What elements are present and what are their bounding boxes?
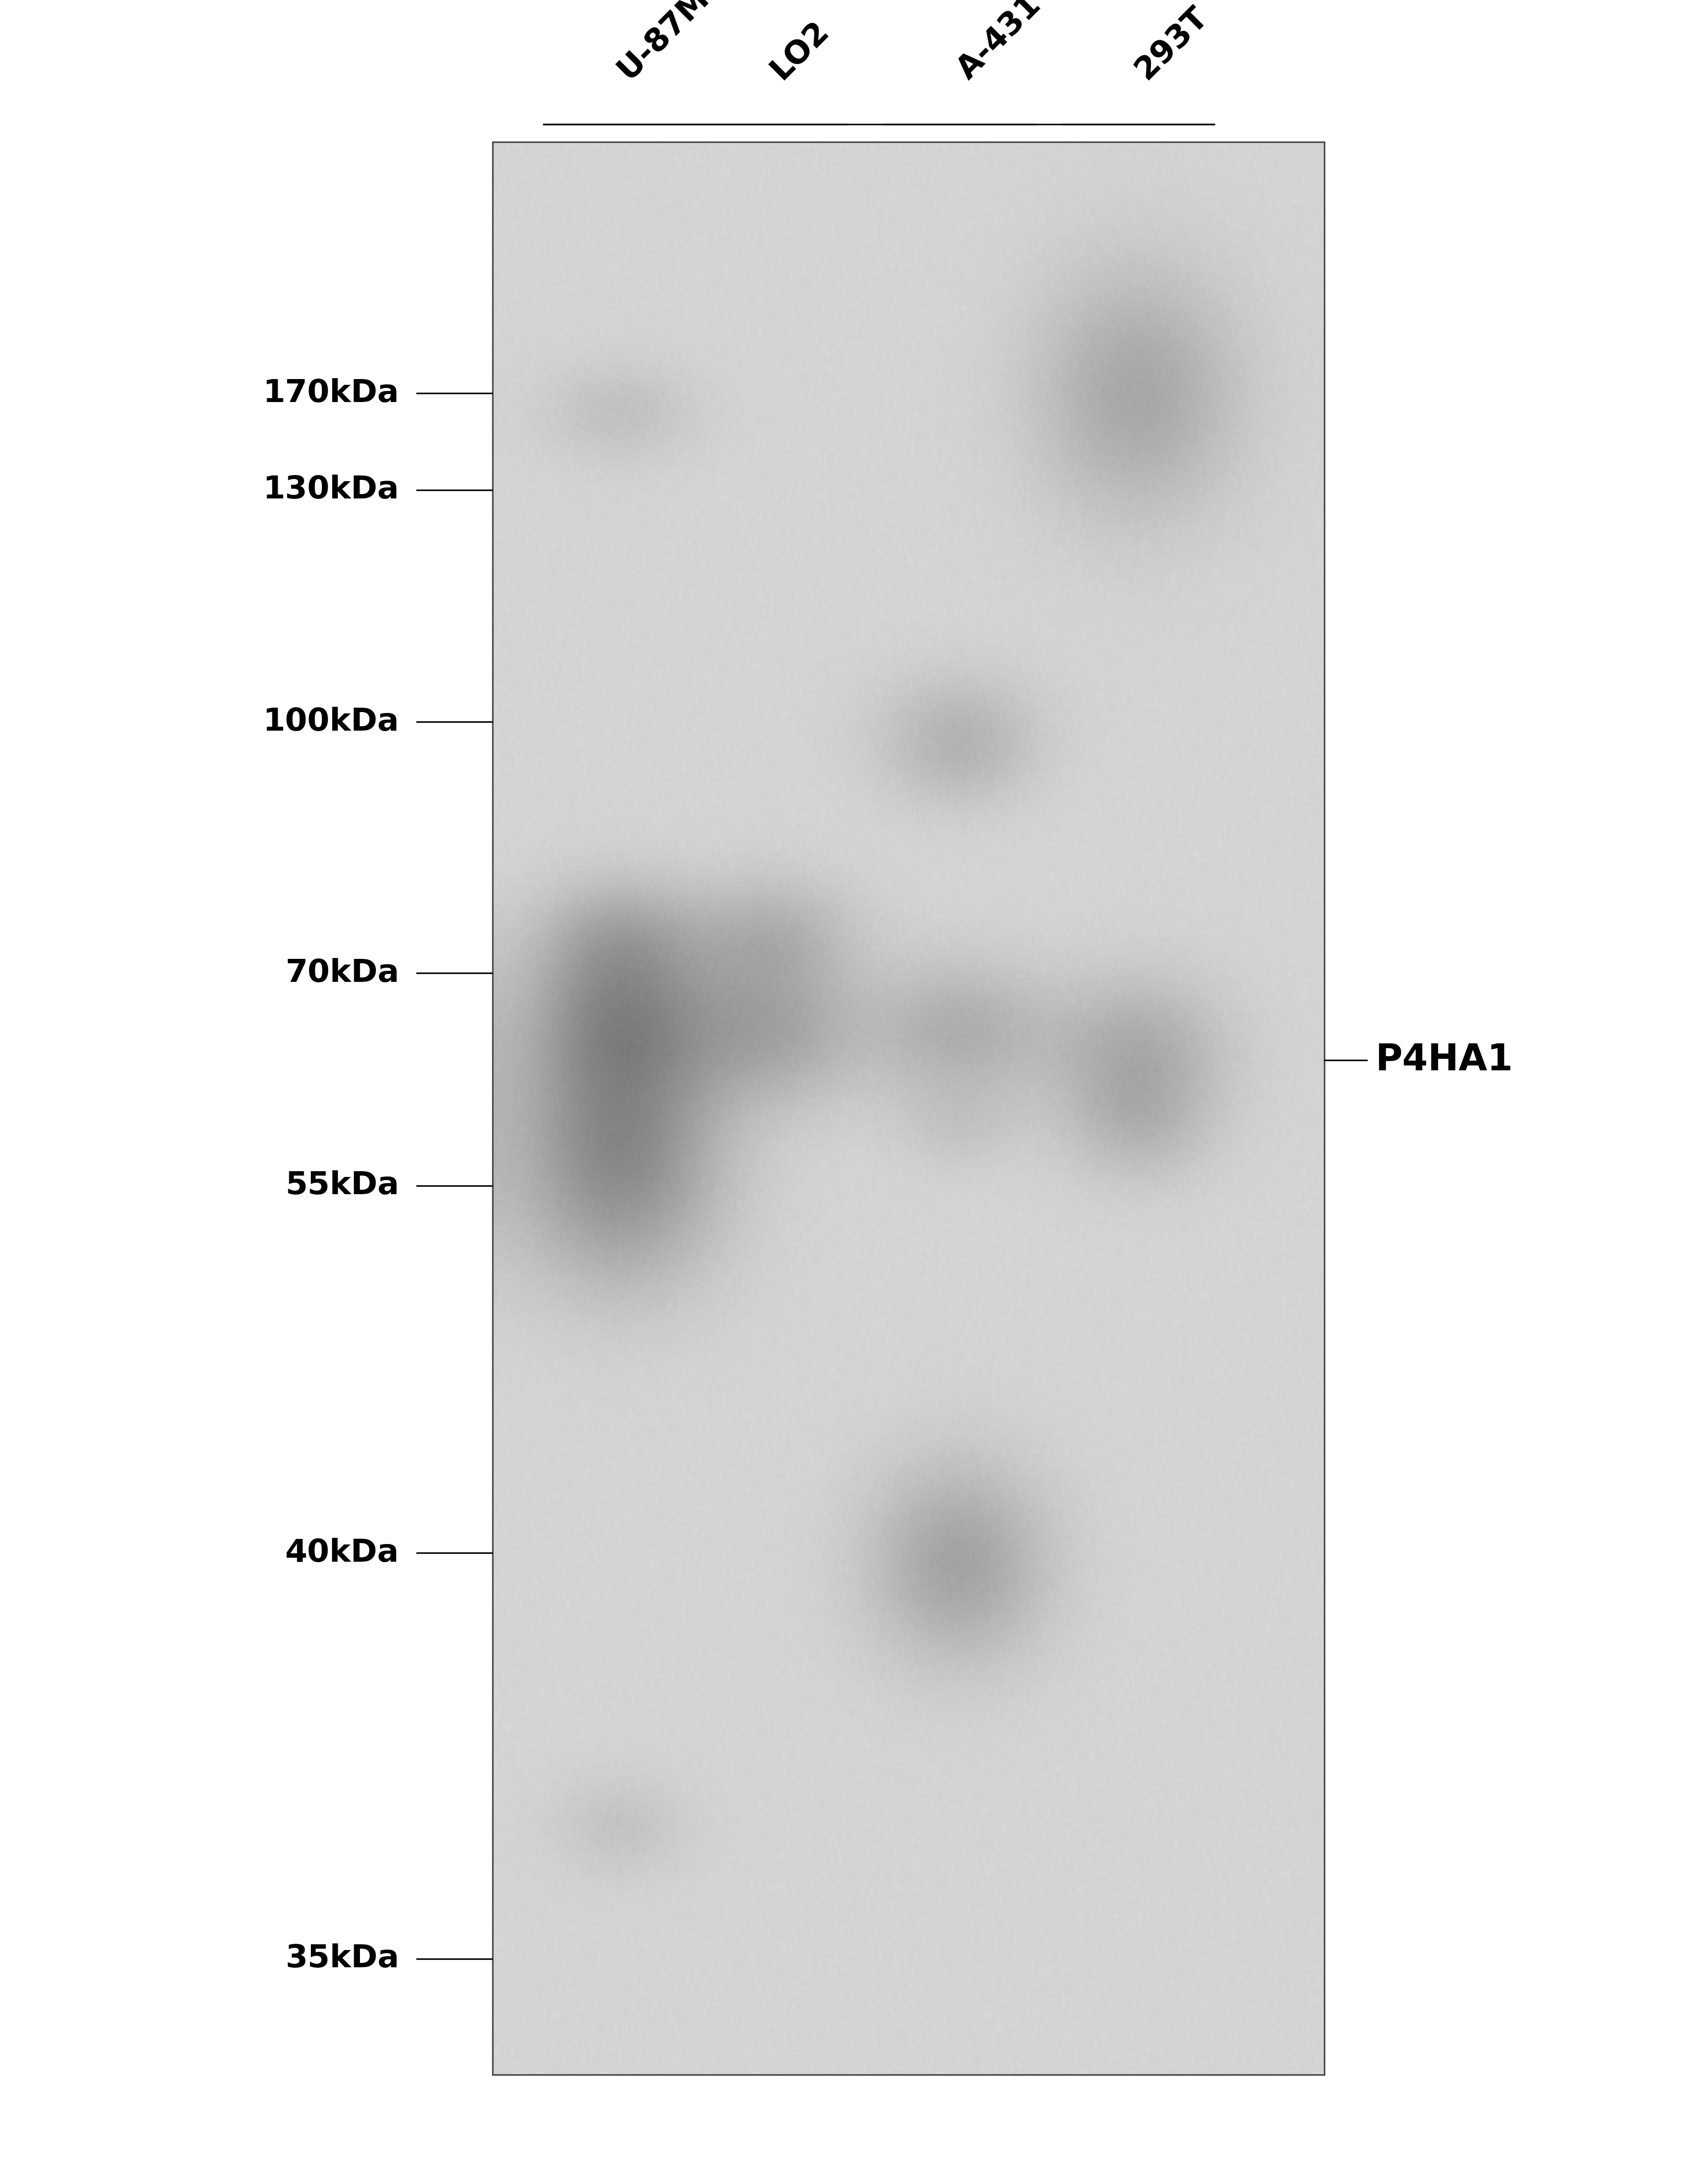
Text: U-87MG: U-87MG (611, 0, 734, 85)
Text: LO2: LO2 (764, 15, 835, 85)
Text: 130kDa: 130kDa (263, 474, 399, 505)
Bar (492, 142, 1324, 2075)
Text: A-431: A-431 (951, 0, 1048, 85)
Text: 55kDa: 55kDa (285, 1171, 399, 1201)
Text: P4HA1: P4HA1 (1375, 1042, 1513, 1079)
Text: 70kDa: 70kDa (285, 959, 399, 989)
Bar (492, 142, 1324, 2075)
Text: 35kDa: 35kDa (285, 1944, 399, 1974)
Text: 40kDa: 40kDa (285, 1538, 399, 1568)
Text: 293T: 293T (1129, 0, 1214, 85)
Text: 100kDa: 100kDa (263, 708, 399, 736)
Text: 170kDa: 170kDa (263, 378, 399, 408)
